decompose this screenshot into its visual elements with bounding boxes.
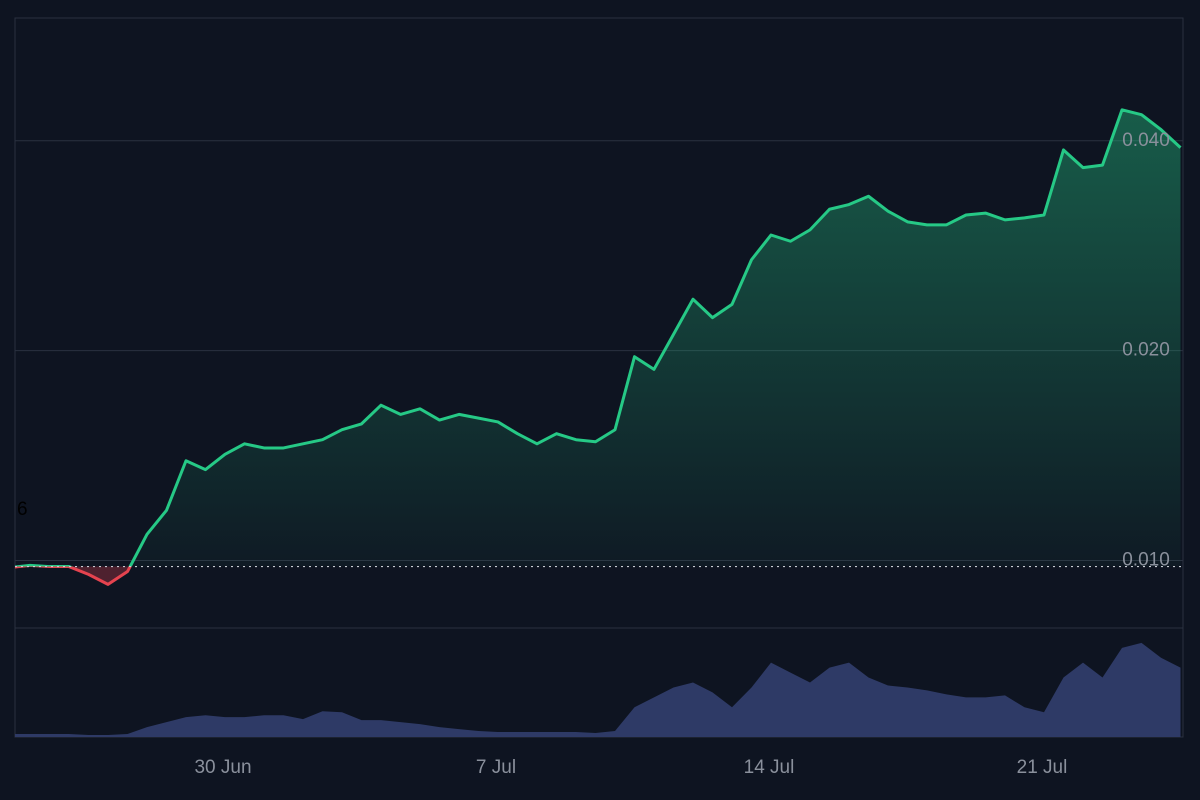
x-tick-label: 14 Jul	[744, 757, 795, 778]
pane-clip	[15, 108, 1182, 567]
up-group	[15, 108, 1182, 567]
price-area-up	[18, 109, 1181, 567]
y-tick-label: 0.040	[1122, 130, 1170, 151]
y-tick-label: 0.010	[1122, 549, 1170, 570]
x-tick-label: 30 Jun	[194, 757, 251, 778]
annotation: 6	[17, 499, 28, 520]
y-tick-label: 0.020	[1122, 340, 1170, 361]
x-tick-label: 21 Jul	[1017, 757, 1068, 778]
price-line-up	[15, 108, 1182, 567]
x-tick-label: 7 Jul	[476, 757, 516, 778]
volume-area	[15, 642, 1181, 737]
